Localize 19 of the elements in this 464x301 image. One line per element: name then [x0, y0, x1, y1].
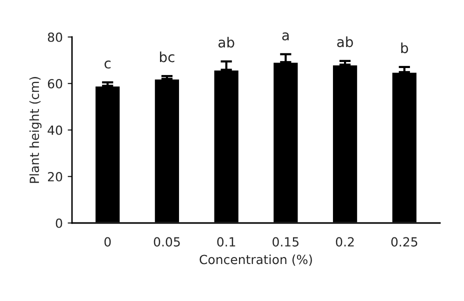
- x-tick-label: 0.25: [391, 237, 418, 247]
- annotation: ab: [218, 36, 234, 48]
- y-tick-label: 80: [48, 32, 62, 42]
- x-tick-label: 0.15: [272, 237, 298, 247]
- x-tick-label: 0.05: [154, 237, 180, 247]
- annotation: a: [282, 32, 289, 40]
- annotation: b: [401, 42, 408, 54]
- x-tick-label: 0.2: [336, 237, 354, 247]
- y-tick-label: 0: [56, 218, 62, 228]
- y-tick-label: 60: [48, 78, 62, 88]
- annotation: c: [104, 60, 111, 69]
- annotation: bc: [160, 52, 174, 62]
- y-axis-title: Plant height (cm): [29, 77, 42, 183]
- y-tick-label: 40: [48, 125, 62, 135]
- x-tick-label: 0: [104, 237, 111, 247]
- y-tick-label: 20: [48, 172, 62, 182]
- x-tick-label: 0.1: [217, 237, 236, 247]
- x-axis-title: Concentration (%): [200, 254, 312, 266]
- annotation: ab: [337, 36, 353, 48]
